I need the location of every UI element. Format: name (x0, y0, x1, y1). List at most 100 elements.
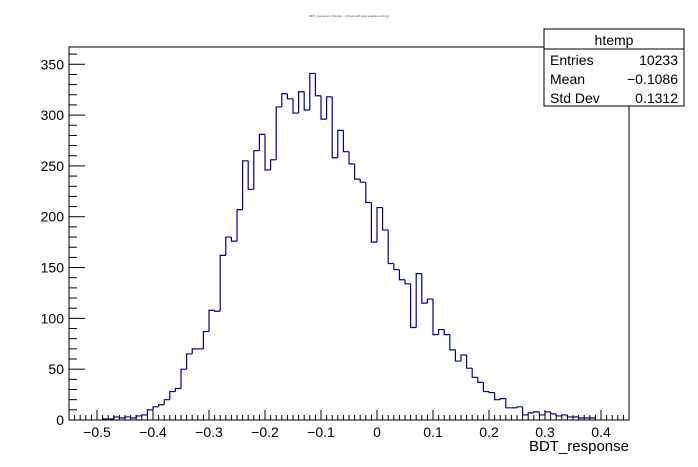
histogram-bin (242, 160, 249, 210)
histogram-bin (202, 330, 209, 349)
histogram-series (102, 72, 596, 420)
stats-box: htemp Entries 10233 Mean −0.1086 Std Dev… (543, 28, 685, 107)
histogram-bin (124, 416, 131, 418)
histogram-bin (247, 160, 254, 190)
x-tick-label: 0.4 (591, 424, 611, 440)
histogram-bin (146, 409, 153, 415)
x-tick-label: 0 (373, 424, 381, 440)
y-tick-label: 200 (41, 209, 65, 225)
stats-box-frame (543, 28, 685, 107)
x-tick-label: −0.4 (139, 424, 167, 440)
x-axis: −0.5 −0.4 −0.3 −0.2 −0.1 0 0.1 0.2 0.3 0.4 (68, 410, 630, 440)
histogram-bin (438, 328, 445, 335)
histogram-bin (359, 179, 366, 183)
histogram-bin (370, 202, 377, 243)
chart-title: BDT_response>>htemp(...) {(Cut) with lon… (309, 14, 388, 18)
histogram-bin (348, 151, 355, 165)
histogram-bin (566, 414, 573, 418)
x-tick-label: 0.1 (423, 424, 443, 440)
stats-mean-value: −0.1086 (627, 71, 678, 87)
stats-entries-value: 10233 (639, 52, 678, 68)
histogram-bin (410, 283, 417, 329)
histogram-bin (505, 398, 512, 409)
y-tick-label: 350 (41, 56, 65, 72)
histogram-bin (230, 237, 237, 242)
stats-box-title: htemp (595, 32, 634, 48)
stats-entries-label: Entries (550, 52, 594, 68)
x-tick-label: −0.2 (251, 424, 279, 440)
histogram-bin (225, 236, 232, 256)
histogram-bin (354, 163, 361, 180)
histogram-bin (292, 98, 299, 114)
histogram-bin (466, 354, 473, 369)
histogram-bin (208, 309, 215, 332)
histogram-bin (477, 377, 484, 383)
histogram-bin (286, 93, 293, 100)
histogram-bin (214, 310, 221, 312)
histogram-bin (169, 390, 176, 400)
histogram-bin (460, 354, 467, 362)
histogram-bin (298, 91, 305, 114)
x-tick-label: −0.5 (83, 424, 111, 440)
histogram-bin (141, 414, 148, 416)
histogram-bin (482, 382, 489, 393)
histogram-bin (555, 413, 562, 417)
histogram-bin (527, 412, 534, 415)
y-tick-label: 0 (56, 412, 64, 428)
histogram-bin (522, 406, 529, 416)
histogram-bin (516, 406, 523, 408)
histogram-bin (163, 399, 170, 405)
histogram-bin (533, 411, 540, 413)
x-tick-label: −0.1 (307, 424, 335, 440)
histogram-bin (309, 72, 316, 111)
x-tick-label: 0.3 (535, 424, 555, 440)
histogram-bin (494, 392, 501, 401)
histogram-bin (578, 416, 585, 419)
x-tick-label: 0.2 (479, 424, 499, 440)
histogram-bin (236, 209, 243, 242)
histogram-bin (415, 273, 422, 328)
y-tick-label: 100 (41, 310, 65, 326)
histogram-bin (499, 398, 506, 400)
stats-stddev-label: Std Dev (550, 90, 600, 106)
histogram-bin (174, 387, 181, 392)
histogram-bin (382, 207, 389, 231)
histogram-bin (398, 269, 405, 281)
histogram-bin (152, 406, 159, 410)
histogram-bin (488, 391, 495, 394)
histogram-bin (270, 159, 277, 170)
histogram-bin (550, 411, 557, 415)
histogram-bin (393, 263, 400, 271)
histogram-bin (158, 404, 165, 407)
histogram-bin (113, 416, 120, 419)
histogram-bin (538, 411, 545, 416)
x-tick-label: −0.3 (195, 424, 223, 440)
stats-stddev-value: 0.1312 (635, 90, 678, 106)
histogram-bin (275, 106, 282, 160)
histogram-bin (561, 414, 568, 416)
histogram-bin (186, 353, 193, 370)
histogram-bin (449, 334, 456, 351)
y-axis: 0 50 100 150 200 250 300 350 (41, 53, 85, 428)
histogram-bin (180, 368, 187, 389)
histogram-bin (365, 182, 372, 204)
histogram-bin (443, 329, 450, 336)
histogram-bin (135, 415, 142, 418)
y-tick-label: 150 (41, 260, 65, 276)
y-tick-label: 50 (48, 361, 64, 377)
histogram-bin (376, 206, 383, 243)
histogram-bin (118, 416, 125, 419)
histogram-bin (314, 73, 321, 97)
histogram-bin (253, 150, 260, 190)
histogram-bin (342, 130, 349, 153)
histogram-bin (191, 348, 198, 354)
histogram-bin (281, 93, 288, 107)
histogram-bin (326, 96, 333, 120)
histogram-bin (471, 368, 478, 378)
histogram-bin (426, 298, 433, 304)
histogram-bin (404, 279, 411, 285)
histogram-bin (432, 299, 439, 336)
histogram-bin (303, 91, 310, 111)
